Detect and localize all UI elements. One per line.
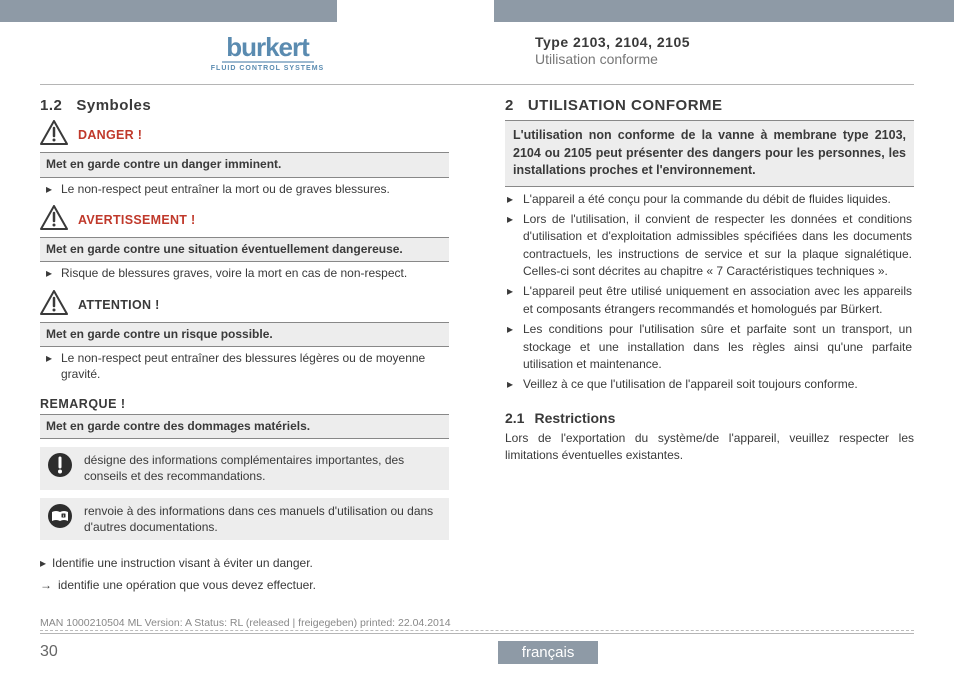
top-accent-bars [0, 0, 954, 22]
symbol-legend: ▸ Identifie une instruction visant à évi… [40, 554, 449, 594]
legend2-text: identifie une opération que vous devez e… [58, 576, 316, 594]
avert-label: AVERTISSEMENT ! [78, 213, 195, 227]
warning-triangle-icon [40, 120, 68, 150]
section-heading-utilisation: 2 UTILISATION CONFORME [505, 97, 914, 114]
info1-text: désigne des informations complémentaires… [84, 452, 443, 484]
avert-line: ▸ Risque de blessures graves, voire la m… [40, 262, 449, 289]
danger-strip: Met en garde contre un danger imminent. [40, 152, 449, 178]
section-title: Symboles [76, 97, 151, 114]
sub-title: Restrictions [534, 410, 615, 426]
doc-section-line: Utilisation conforme [535, 51, 914, 67]
avert-row: AVERTISSEMENT ! [40, 205, 449, 235]
manual-book-icon: i [46, 503, 74, 529]
bullet-text: Veillez à ce que l'utilisation de l'appa… [523, 376, 912, 393]
bullet-item: ▸Lors de l'utilisation, il convient de r… [507, 211, 912, 281]
danger-row: DANGER ! [40, 120, 449, 150]
arrow-icon: ▸ [46, 265, 56, 281]
bullet-list: ▸ L'appareil a été conçu pour la commande… [505, 187, 914, 394]
avert-strip: Met en garde contre une situation éventu… [40, 237, 449, 263]
section-heading-symboles: 1.2 Symboles [40, 97, 449, 114]
warning-triangle-icon [40, 290, 68, 320]
section-title: UTILISATION CONFORME [528, 97, 723, 114]
danger-line: ▸ Le non-respect peut entraîner la mort … [40, 178, 449, 205]
legend-line-2: → identifie une opération que vous devez… [40, 576, 449, 594]
bullet-text: Les conditions pour l'utilisation sûre e… [523, 321, 912, 373]
svg-text:i: i [63, 513, 64, 518]
arrow-icon: ▸ [507, 211, 517, 281]
sub-num: 2.1 [505, 410, 524, 426]
footer-divider [40, 633, 914, 634]
avert-text: Risque de blessures graves, voire la mor… [61, 265, 407, 281]
bullet-item: ▸ Veillez à ce que l'utilisation de l'app… [507, 376, 912, 393]
bullet-text: Lors de l'utilisation, il convient de re… [523, 211, 912, 281]
attention-row: ATTENTION ! [40, 290, 449, 320]
doc-type-line: Type 2103, 2104, 2105 [535, 34, 914, 50]
remarque-strip: Met en garde contre des dommages matérie… [40, 414, 449, 440]
footer-content: 30 français [0, 638, 954, 666]
exclamation-circle-icon [46, 452, 74, 478]
attention-text: Le non-respect peut entraîner des blessu… [61, 350, 443, 382]
arrow-icon: ▸ [507, 321, 517, 373]
attention-label: ATTENTION ! [78, 298, 160, 312]
bullet-text: L'appareil peut être utilisé uniquement … [523, 283, 912, 318]
bullet-item: ▸Les conditions pour l'utilisation sûre … [507, 321, 912, 373]
subsection-heading-restrictions: 2.1 Restrictions [505, 410, 914, 426]
arrow-icon: ▸ [507, 376, 517, 393]
arrow-icon: ▸ [46, 181, 56, 197]
logo-subtext: FLUID CONTROL SYSTEMS [211, 65, 324, 72]
header: burkert FLUID CONTROL SYSTEMS Type 2103,… [0, 22, 954, 82]
remarque-label: REMARQUE ! [40, 397, 449, 411]
bullet-item: ▸L'appareil peut être utilisé uniquement… [507, 283, 912, 318]
info2-text: renvoie à des informations dans ces manu… [84, 503, 443, 535]
restrictions-para: Lors de l'exportation du système/de l'ap… [505, 430, 914, 465]
bullet-text: L'appareil a été conçu pour la commande … [523, 191, 912, 208]
content-columns: 1.2 Symboles DANGER ! Met en garde contre… [0, 85, 954, 598]
brand-logo: burkert FLUID CONTROL SYSTEMS [211, 34, 324, 72]
language-tab: français [498, 641, 599, 664]
logo-underline [222, 61, 314, 63]
danger-text: Le non-respect peut entraîner la mort ou… [61, 181, 390, 197]
section-num: 2 [505, 97, 514, 114]
accent-bar-left [0, 0, 337, 22]
legend-line-1: ▸ Identifie une instruction visant à évi… [40, 554, 449, 572]
accent-bar-right [494, 0, 954, 22]
right-column: 2 UTILISATION CONFORME L'utilisation non … [477, 97, 914, 598]
bullet-item: ▸ L'appareil a été conçu pour la commande… [507, 191, 912, 208]
attention-line: ▸ Le non-respect peut entraîner des bles… [40, 347, 449, 390]
intro-box: L'utilisation non conforme de la vanne à… [505, 120, 914, 187]
danger-label: DANGER ! [78, 128, 142, 142]
arrow-icon: ▸ [40, 554, 46, 572]
arrow-right-icon: → [40, 576, 52, 594]
legend1-text: Identifie une instruction visant à évite… [52, 554, 313, 572]
section-num: 1.2 [40, 97, 62, 114]
accent-bar-gap [337, 0, 494, 22]
left-column: 1.2 Symboles DANGER ! Met en garde contre… [40, 97, 477, 598]
footer: 30 français [0, 633, 954, 673]
footer-metadata: MAN 1000210504 ML Version: A Status: RL … [40, 617, 914, 631]
logo-block: burkert FLUID CONTROL SYSTEMS [40, 34, 495, 72]
arrow-icon: ▸ [507, 191, 517, 208]
arrow-icon: ▸ [46, 350, 56, 382]
page-root: burkert FLUID CONTROL SYSTEMS Type 2103,… [0, 0, 954, 673]
page-number: 30 [40, 643, 58, 661]
doc-title-block: Type 2103, 2104, 2105 Utilisation confor… [495, 34, 914, 67]
logo-text: burkert [226, 34, 309, 60]
attention-strip: Met en garde contre un risque possible. [40, 322, 449, 348]
info-row-reference: i renvoie à des informations dans ces ma… [40, 498, 449, 540]
arrow-icon: ▸ [507, 283, 517, 318]
info-row-important: désigne des informations complémentaires… [40, 447, 449, 489]
warning-triangle-icon [40, 205, 68, 235]
